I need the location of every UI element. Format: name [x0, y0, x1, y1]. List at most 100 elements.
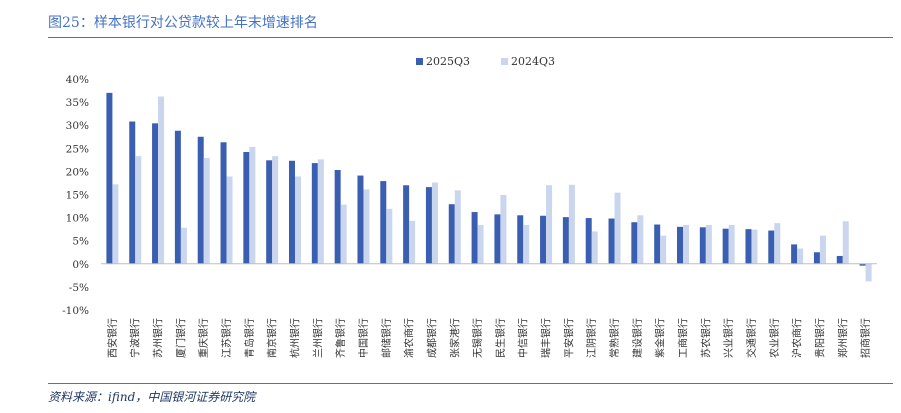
- bar-2025Q3: [106, 92, 113, 264]
- legend-swatch-2025Q3: [416, 58, 423, 65]
- y-tick-label: 35%: [66, 97, 89, 109]
- y-tick-label: 20%: [66, 166, 89, 178]
- title-divider: [48, 37, 893, 38]
- bar-2025Q3: [152, 123, 159, 264]
- y-tick-label: 10%: [66, 213, 89, 225]
- x-tick-label: 邮储银行: [380, 318, 393, 358]
- y-tick-label: 15%: [66, 190, 89, 202]
- bar-series: [101, 92, 877, 282]
- bar-2025Q3: [722, 228, 729, 264]
- x-tick-label: 江阴银行: [585, 318, 598, 358]
- bar-2024Q3: [637, 215, 644, 264]
- bar-2024Q3: [865, 263, 872, 282]
- x-tick-label: 厦门银行: [174, 318, 187, 358]
- x-tick-label: 紫金银行: [654, 318, 667, 358]
- bar-2025Q3: [174, 130, 181, 264]
- bar-2024Q3: [226, 176, 233, 264]
- x-tick-label: 无锡银行: [471, 318, 484, 358]
- bar-2025Q3: [289, 160, 295, 264]
- bar-2024Q3: [751, 229, 758, 264]
- bar-2025Q3: [745, 229, 752, 264]
- bar-2025Q3: [129, 121, 136, 264]
- x-tick-label: 招商银行: [859, 318, 872, 358]
- x-tick-label: 渝农商行: [403, 318, 416, 358]
- x-tick-label: 民生银行: [494, 318, 507, 358]
- x-tick-label: 苏州银行: [152, 318, 165, 358]
- bar-2025Q3: [517, 215, 524, 264]
- bar-2025Q3: [608, 218, 615, 264]
- bar-2025Q3: [677, 226, 683, 264]
- legend-swatch-2024Q3: [501, 58, 508, 65]
- x-tick-label: 平安银行: [562, 318, 575, 358]
- bar-2025Q3: [380, 181, 387, 264]
- bar-2025Q3: [836, 255, 843, 264]
- bar-2025Q3: [791, 244, 798, 264]
- bar-2024Q3: [546, 185, 553, 264]
- x-tick-label: 农业银行: [768, 318, 781, 358]
- bar-2024Q3: [797, 248, 804, 264]
- bar-2024Q3: [705, 224, 712, 264]
- x-tick-label: 中信银行: [517, 318, 530, 358]
- bar-2024Q3: [614, 192, 621, 264]
- bar-2024Q3: [683, 224, 689, 264]
- bar-2025Q3: [311, 163, 318, 264]
- bar-2025Q3: [448, 204, 455, 264]
- x-tick-label: 贵阳银行: [813, 318, 826, 358]
- y-tick-label: 25%: [66, 143, 89, 155]
- bar-2024Q3: [431, 182, 438, 264]
- x-tick-label: 江苏银行: [220, 318, 233, 358]
- bar-2024Q3: [272, 156, 279, 264]
- bar-2025Q3: [631, 222, 638, 264]
- bar-2024Q3: [135, 156, 142, 264]
- bar-2025Q3: [266, 160, 273, 264]
- x-tick-label: 建设银行: [631, 318, 644, 358]
- bar-2025Q3: [334, 170, 341, 264]
- x-tick-label: 张家港行: [448, 318, 461, 358]
- bar-2024Q3: [295, 176, 301, 264]
- x-tick-label: 常熟银行: [608, 318, 621, 358]
- bar-2024Q3: [180, 227, 187, 264]
- x-tick-label: 西安银行: [106, 318, 119, 358]
- bar-2025Q3: [699, 227, 706, 264]
- bar-2025Q3: [357, 175, 364, 264]
- bar-2024Q3: [249, 146, 256, 264]
- bar-2025Q3: [425, 187, 432, 264]
- x-tick-label: 青岛银行: [243, 318, 256, 358]
- legend-label-2024Q3: 2024Q3: [511, 55, 555, 68]
- bar-2025Q3: [243, 152, 250, 264]
- bar-2025Q3: [220, 142, 227, 264]
- x-tick-label: 瑞丰银行: [540, 318, 553, 358]
- x-tick-label: 中国银行: [357, 318, 370, 358]
- x-tick-label: 南京银行: [266, 318, 279, 358]
- y-tick-label: -5%: [69, 282, 89, 294]
- legend-label-2025Q3: 2025Q3: [426, 55, 470, 68]
- bar-2024Q3: [477, 224, 484, 264]
- legend: 2025Q3 2024Q3: [416, 55, 555, 68]
- bar-2024Q3: [386, 208, 393, 264]
- y-tick-label: -10%: [62, 305, 89, 317]
- bar-2025Q3: [654, 224, 661, 264]
- bar-2024Q3: [158, 96, 165, 264]
- x-tick-label: 苏农银行: [699, 318, 712, 358]
- x-tick-label: 沪农商行: [791, 318, 804, 358]
- bar-2024Q3: [363, 189, 370, 264]
- source-divider: [48, 383, 893, 384]
- x-tick-label: 郑州银行: [836, 318, 849, 358]
- bar-2025Q3: [403, 185, 410, 264]
- bar-2024Q3: [591, 231, 598, 264]
- bar-2024Q3: [660, 235, 667, 264]
- figure-title: 图25：样本银行对公贷款较上年末增速排名: [48, 15, 318, 31]
- bar-2024Q3: [819, 235, 826, 264]
- bar-2024Q3: [454, 190, 461, 264]
- bar-2024Q3: [409, 220, 416, 264]
- x-tick-label: 兴业银行: [722, 318, 735, 358]
- y-tick-label: 5%: [72, 236, 89, 248]
- bar-2025Q3: [813, 252, 820, 264]
- x-tick-label: 成都银行: [425, 318, 438, 358]
- x-axis-labels: 西安银行 宁波银行 苏州银行 厦门银行 重庆银行 江苏银行 青岛银行 南京银行 杭州银行 兰州银行…: [106, 318, 872, 358]
- bar-2025Q3: [471, 212, 478, 264]
- bar-2024Q3: [728, 224, 735, 264]
- y-tick-label: 30%: [66, 120, 89, 132]
- bar-2025Q3: [585, 218, 592, 264]
- y-axis: -10% -5% 0% 5% 10% 15% 20% 25% 30% 35% 40%: [62, 74, 89, 317]
